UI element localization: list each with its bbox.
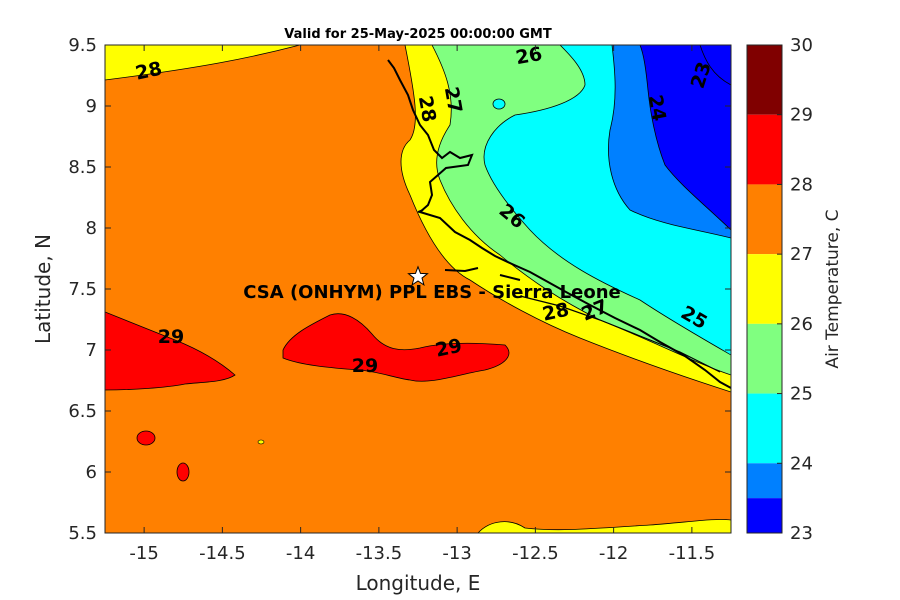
cyan-islet	[492, 98, 506, 110]
colorbar-tick-label: 29	[790, 105, 813, 126]
y-tick-label: 7.5	[68, 279, 97, 300]
band-28-29-islet-a	[136, 430, 156, 446]
colorbar-band	[747, 254, 782, 324]
contour-23-line	[699, 45, 731, 86]
band-23-23.5	[639, 45, 731, 231]
y-tick-label: 6	[86, 462, 97, 483]
contour-label: 28	[541, 299, 571, 326]
y-tick-label: 9	[86, 96, 97, 117]
y-tick-label: 5.5	[68, 523, 97, 544]
x-tick-label: -13.5	[356, 543, 403, 564]
x-tick-label: -14.5	[199, 543, 246, 564]
coastline	[387, 59, 731, 389]
y-tick-label: 6.5	[68, 401, 97, 422]
colorbar-band	[747, 463, 782, 499]
band-28-29-west	[105, 311, 236, 391]
colorbar-tick-label: 24	[790, 453, 813, 474]
y-tick-label: 8.5	[68, 157, 97, 178]
x-tick-label: -11.5	[669, 543, 716, 564]
x-axis-label: Longitude, E	[356, 571, 481, 595]
contour-label: 27	[440, 85, 466, 115]
yellow-islet	[257, 439, 265, 445]
x-tick-label: -14	[286, 543, 315, 564]
colorbar-band	[747, 323, 782, 394]
colorbar-band	[747, 184, 782, 255]
contour-label: 29	[158, 326, 184, 348]
band-28-29-islet-b	[176, 462, 190, 482]
band-26-27-south	[477, 519, 731, 533]
colorbar-band	[747, 393, 782, 464]
contour-label: 29	[352, 355, 378, 377]
x-axis-ticks: -15 -14.5 -14 -13.5 -13 -12.5 -12 -11.5	[129, 45, 715, 564]
y-axis-ticks: 9.5 9 8.5 8 7.5 7 6.5 6 5.5	[68, 35, 731, 544]
colorbar	[747, 45, 782, 533]
colorbar-tick-label: 30	[790, 35, 813, 56]
colorbar-ticks: 30 29 28 27 26 25 24 23	[777, 35, 813, 544]
colorbar-frame	[746, 44, 783, 534]
contour-label: 29	[434, 335, 464, 362]
colorbar-tick-label: 26	[790, 314, 813, 335]
colorbar-band	[747, 498, 782, 533]
y-tick-label: 7	[86, 340, 97, 361]
contour-label: 28	[414, 94, 440, 124]
contour-label: 24	[644, 93, 670, 123]
colorbar-tick-label: 28	[790, 174, 813, 195]
site-label: CSA (ONHYM) PPL EBS - Sierra Leone	[243, 282, 620, 303]
y-tick-label: 9.5	[68, 35, 97, 56]
band-28-29-central	[282, 313, 510, 382]
colorbar-band	[747, 45, 782, 115]
x-tick-label: -12.5	[512, 543, 559, 564]
contour-label: 26	[514, 43, 544, 69]
colorbar-tick-label: 25	[790, 384, 813, 405]
contour-27-coastal-line	[519, 295, 721, 373]
contour-field	[105, 45, 731, 533]
colorbar-band	[747, 114, 782, 185]
site-marker-star-icon	[407, 265, 429, 287]
colorbar-label: Air Temperature, C	[823, 209, 843, 368]
coastal-islands	[417, 209, 521, 281]
contour-label: 28	[134, 58, 164, 85]
x-tick-label: -13	[442, 543, 471, 564]
colorbar-tick-label: 23	[790, 523, 813, 544]
band-26-27-nw	[105, 45, 301, 81]
y-tick-label: 8	[86, 218, 97, 239]
colorbar-tick-label: 27	[790, 244, 813, 265]
x-tick-label: -15	[129, 543, 158, 564]
figure-title: Valid for 25-May-2025 00:00:00 GMT	[284, 27, 552, 42]
x-tick-label: -12	[599, 543, 628, 564]
y-axis-label: Latitude, N	[31, 234, 55, 344]
